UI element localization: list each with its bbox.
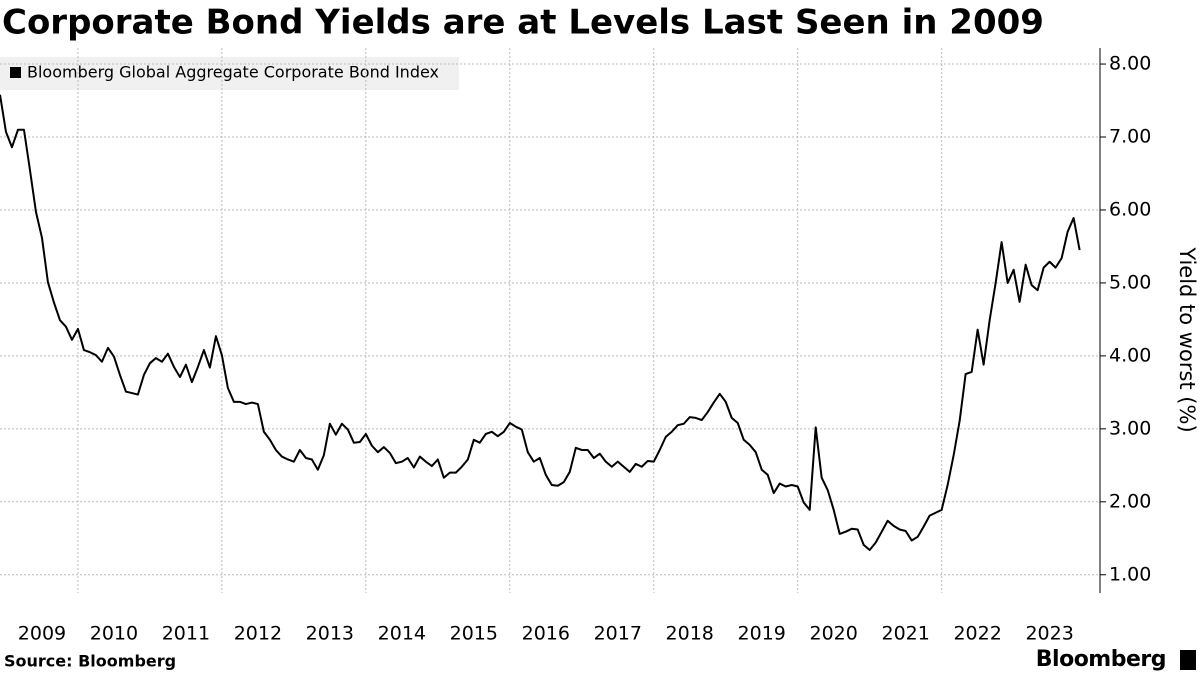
legend-label: Bloomberg Global Aggregate Corporate Bon… bbox=[27, 63, 439, 82]
brand: Bloomberg bbox=[1036, 647, 1166, 672]
y-tick-label: 2.00 bbox=[1109, 490, 1151, 512]
y-tick-label: 6.00 bbox=[1109, 198, 1151, 220]
x-tick-label: 2013 bbox=[306, 623, 354, 645]
y-tick-label: 4.00 bbox=[1109, 344, 1151, 366]
y-tick-label: 7.00 bbox=[1109, 126, 1151, 148]
x-tick-label: 2011 bbox=[162, 623, 210, 645]
x-tick-label: 2019 bbox=[738, 623, 786, 645]
x-tick-label: 2010 bbox=[90, 623, 138, 645]
x-tick-label: 2018 bbox=[666, 623, 714, 645]
y-tick-label: 1.00 bbox=[1109, 563, 1151, 585]
y-tick-label: 3.00 bbox=[1109, 417, 1151, 439]
x-tick-label: 2015 bbox=[450, 623, 498, 645]
x-tick-label: 2021 bbox=[881, 623, 929, 645]
line bbox=[0, 94, 1081, 551]
x-tick-label: 2014 bbox=[378, 623, 426, 645]
legend-swatch bbox=[10, 67, 21, 78]
y-axis-label: Yield to worst (%) bbox=[1175, 246, 1199, 432]
source: Source: Bloomberg bbox=[4, 652, 176, 671]
y-tick-label: 5.00 bbox=[1109, 271, 1151, 293]
x-tick-label: 2020 bbox=[810, 623, 858, 645]
brand-icon bbox=[1180, 650, 1196, 670]
x-tick-label: 2023 bbox=[1025, 623, 1073, 645]
x-tick-label: 2016 bbox=[522, 623, 570, 645]
x-tick-label: 2022 bbox=[953, 623, 1001, 645]
x-tick-label: 2017 bbox=[594, 623, 642, 645]
x-tick-label: 2009 bbox=[18, 623, 66, 645]
chart-title: Corporate Bond Yields are at Levels Last… bbox=[2, 3, 1044, 43]
y-tick-label: 8.00 bbox=[1109, 53, 1151, 75]
x-tick-label: 2012 bbox=[234, 623, 282, 645]
legend-box bbox=[0, 57, 459, 90]
